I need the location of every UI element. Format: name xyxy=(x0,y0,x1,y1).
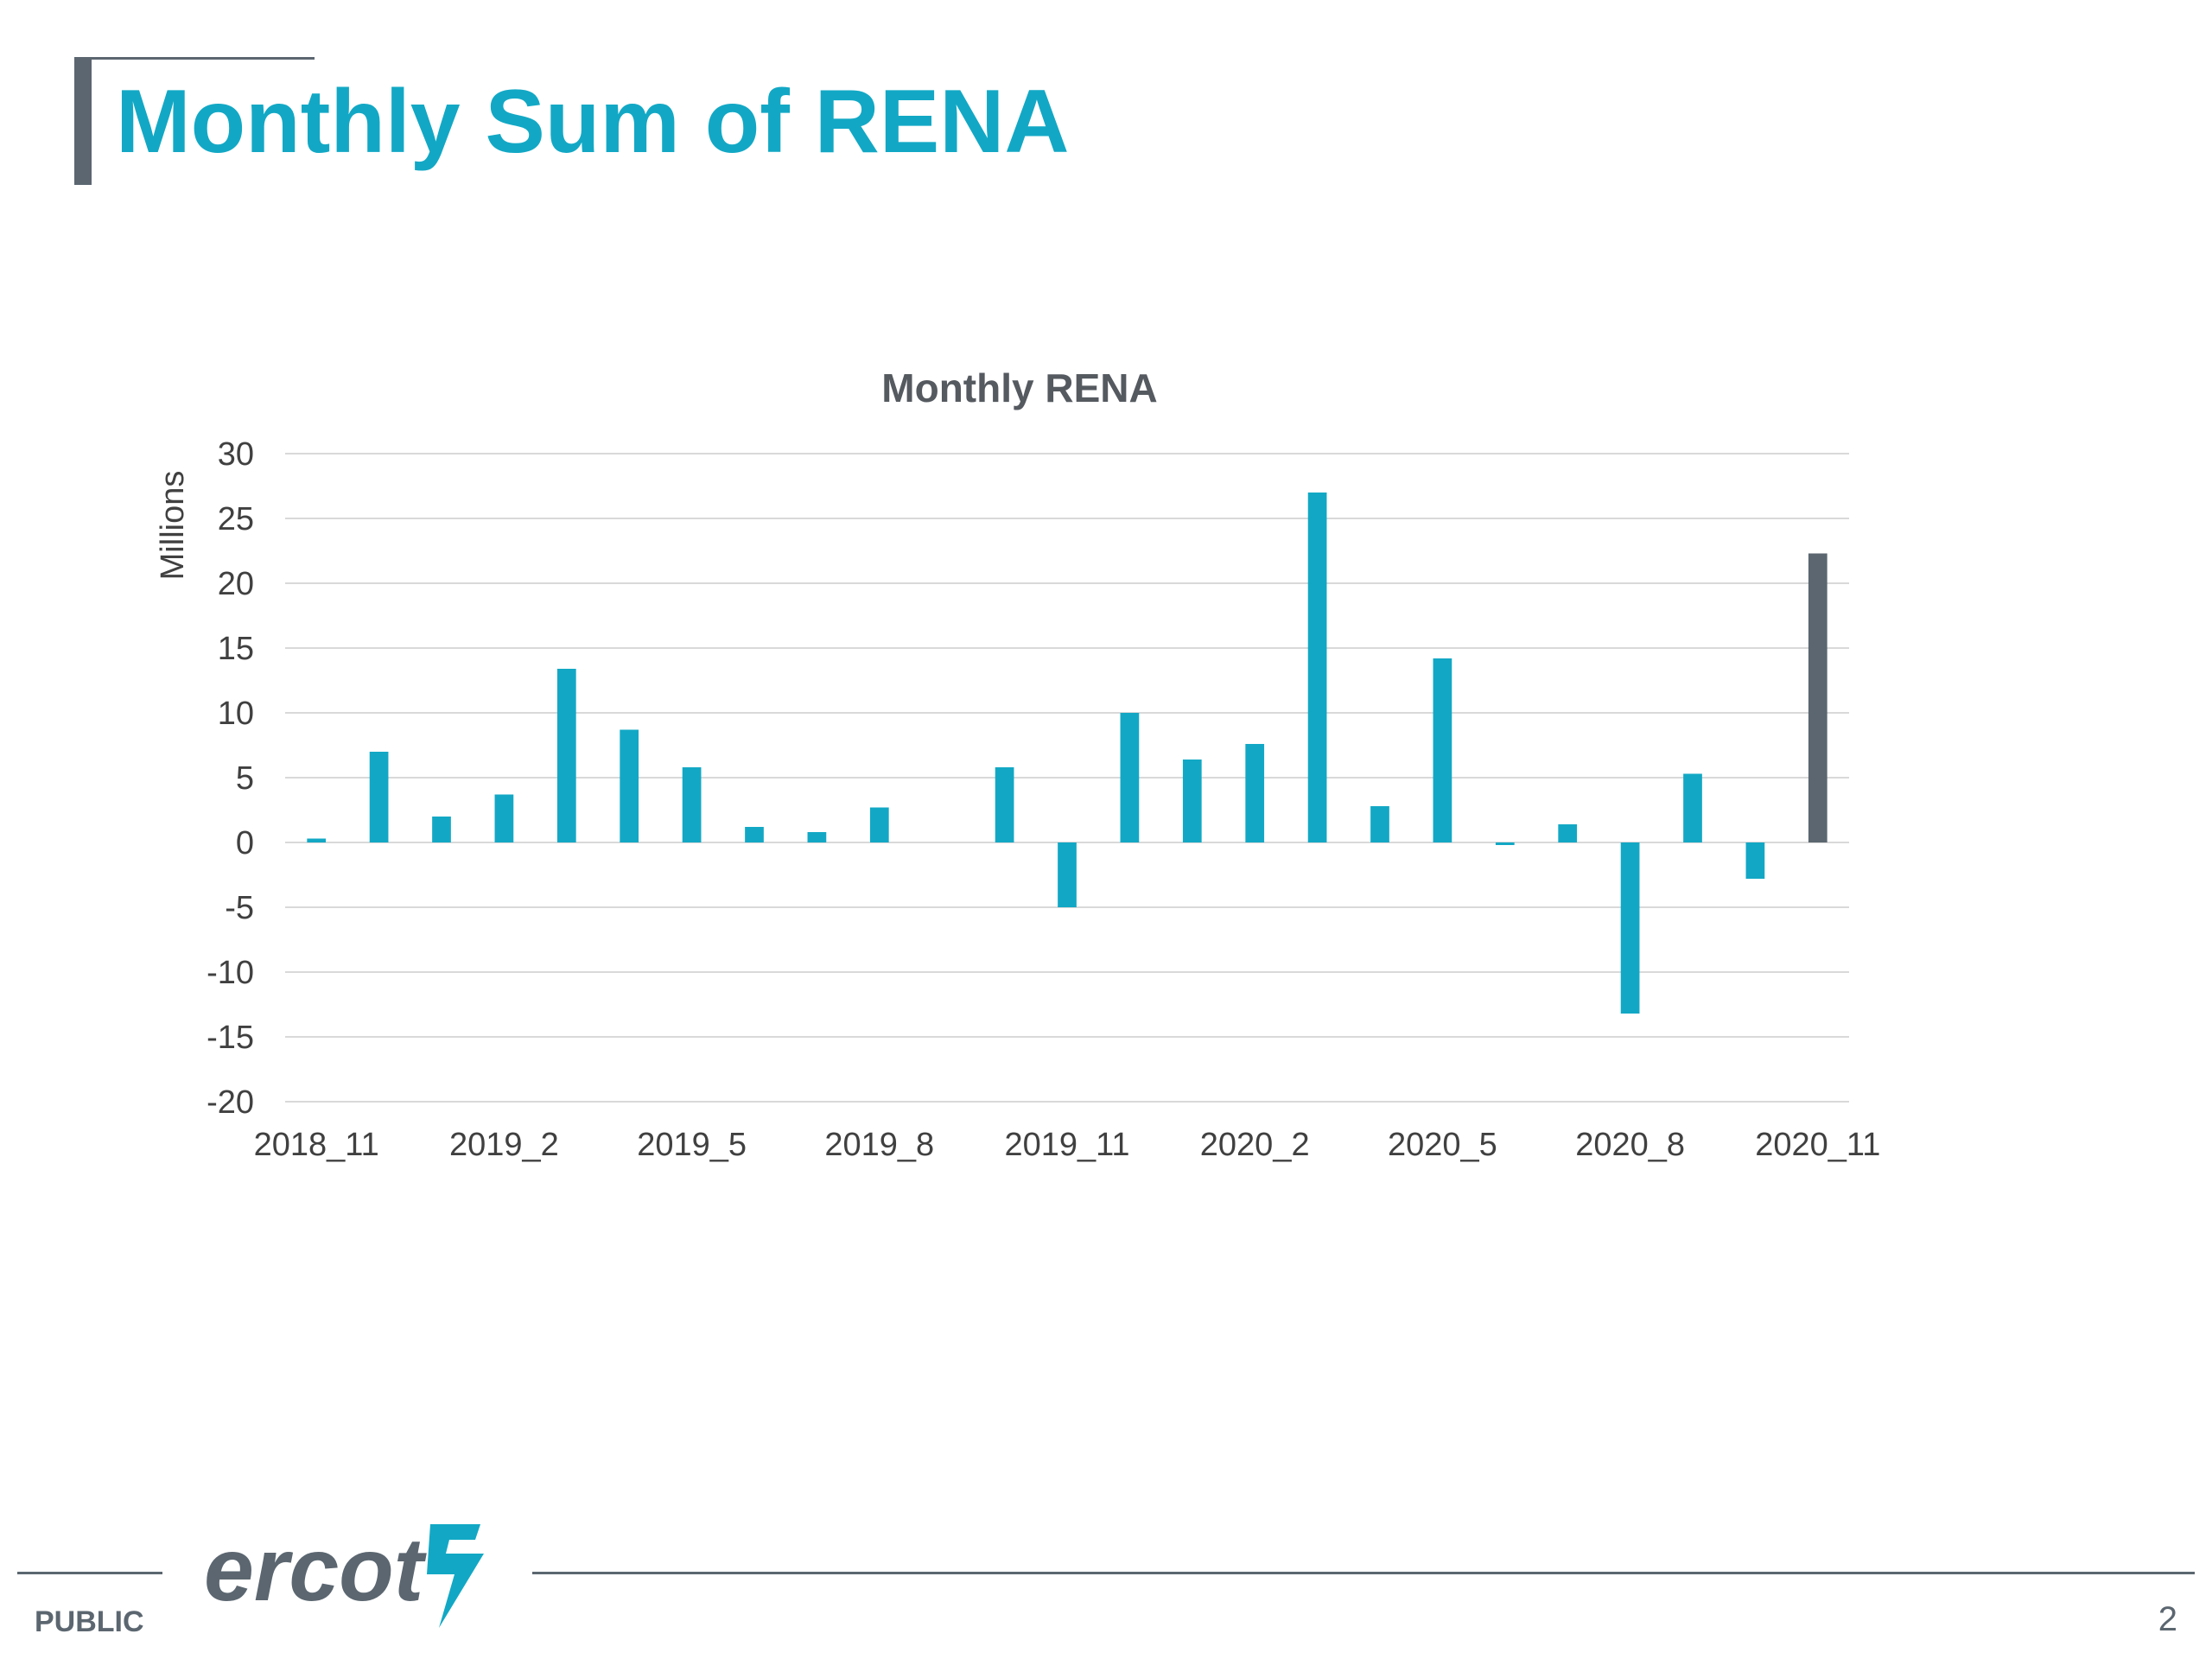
x-tick-label: 2019_5 xyxy=(637,1127,747,1163)
y-tick-label: -15 xyxy=(207,1020,254,1056)
bar-2018_12 xyxy=(369,752,389,842)
bar-2018_11 xyxy=(307,838,327,842)
y-tick-label: 0 xyxy=(236,825,254,861)
bar-2019_1 xyxy=(432,817,451,842)
gridlines xyxy=(285,453,1849,1103)
x-tick-label: 2019_11 xyxy=(1004,1127,1129,1163)
y-tick-label: -5 xyxy=(225,890,254,926)
bar-2019_12 xyxy=(1120,713,1140,842)
ercot-wordmark: ercot xyxy=(204,1520,428,1620)
x-tick-labels: 2018_11 2019_2 2019_5 2019_8 2019_11 2020_2 20… xyxy=(254,1127,1881,1163)
bar-2019_6 xyxy=(745,827,764,842)
y-tick-label: 5 xyxy=(236,760,254,797)
x-tick-label: 2019_8 xyxy=(824,1127,934,1163)
bar-2020_9 xyxy=(1683,773,1702,842)
y-axis-title: Millions xyxy=(155,471,191,581)
y-tick-label: 15 xyxy=(218,631,254,667)
y-tick-label: 25 xyxy=(218,501,254,537)
y-tick-label: -10 xyxy=(207,955,254,991)
y-tick-label: -20 xyxy=(207,1084,254,1121)
x-tick-label: 2019_2 xyxy=(449,1127,559,1163)
bar-2020_6 xyxy=(1495,842,1515,845)
bar-2020_4 xyxy=(1370,806,1389,842)
bars xyxy=(307,493,1827,1014)
classification-label: PUBLIC xyxy=(35,1605,144,1638)
bar-2019_4 xyxy=(620,729,639,842)
bar-2020_1 xyxy=(1182,760,1202,842)
bar-2019_11 xyxy=(1058,842,1077,907)
bar-2019_7 xyxy=(807,832,827,842)
title-accent-bar xyxy=(74,57,92,185)
x-tick-label: 2018_11 xyxy=(254,1127,379,1163)
x-tick-label: 2020_2 xyxy=(1200,1127,1310,1163)
bar-2019_10 xyxy=(995,767,1014,842)
bar-2020_11 xyxy=(1808,553,1827,842)
x-tick-label: 2020_8 xyxy=(1575,1127,1685,1163)
x-tick-label: 2020_11 xyxy=(1755,1127,1880,1163)
bar-2020_10 xyxy=(1745,842,1765,879)
bar-2019_3 xyxy=(556,669,576,842)
y-tick-labels: 30 25 20 15 10 5 0 -5 -10 -15 -20 xyxy=(207,436,254,1121)
title-accent-line xyxy=(74,57,315,60)
bar-2020_8 xyxy=(1620,842,1640,1014)
bar-2020_2 xyxy=(1245,744,1265,842)
footer-rule-left xyxy=(17,1572,162,1574)
footer-rule-right xyxy=(532,1572,2195,1574)
y-tick-label: 10 xyxy=(218,696,254,732)
monthly-rena-chart: Monthly RENA Millions 30 25 20 15 10 5 0 -5 -10 -… xyxy=(155,365,1881,1163)
bar-2019_8 xyxy=(869,807,889,842)
slide-title: Monthly Sum of RENA xyxy=(116,72,1070,172)
y-tick-label: 30 xyxy=(218,436,254,473)
bar-2019_2 xyxy=(494,794,514,842)
bar-2019_5 xyxy=(682,767,702,842)
page-number: 2 xyxy=(2158,1600,2177,1638)
chart-title: Monthly RENA xyxy=(881,365,1157,410)
bar-2020_5 xyxy=(1433,658,1452,842)
bar-2020_7 xyxy=(1558,824,1578,842)
y-tick-label: 20 xyxy=(218,566,254,602)
ercot-logo: ercot xyxy=(204,1520,484,1628)
x-tick-label: 2020_5 xyxy=(1388,1127,1497,1163)
bar-2020_3 xyxy=(1307,493,1327,842)
ercot-bolt-icon xyxy=(427,1524,484,1628)
